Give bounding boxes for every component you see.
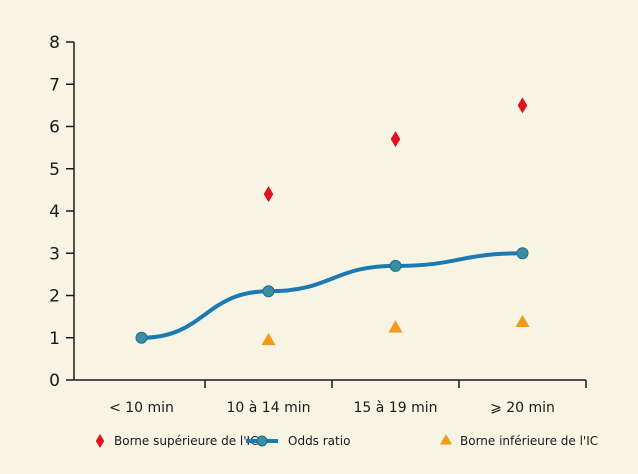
data-point [135,331,148,344]
x-category-label: 10 à 14 min [227,400,311,416]
axes [73,42,586,381]
legend-label: Odds ratio [288,434,350,448]
legend-label: Borne inférieure de l'IC [460,434,598,448]
data-point [262,285,275,298]
y-tick-label: 6 [49,118,60,138]
series-diamond [263,97,528,203]
y-tick-label: 1 [49,329,60,349]
legend-marker [95,434,105,448]
series-triangle [261,314,530,346]
data-point [517,97,528,114]
series-line [139,251,525,340]
legend-marker [440,434,452,445]
data-point [516,247,529,260]
x-category-label: < 10 min [109,400,174,416]
legend-label: Borne supérieure de l'IC [114,434,258,448]
data-point [388,320,403,333]
y-tick-label: 0 [49,371,60,391]
legend-marker [256,435,268,447]
data-point [389,259,402,272]
data-point [261,332,276,346]
series-circle-line [135,247,529,344]
y-ticks: 0 1 2 3 4 5 6 7 8 [49,33,74,391]
x-ticks: < 10 min 10 à 14 min 15 à 19 min ⩾ 20 min [109,380,587,416]
y-tick-label: 2 [49,287,60,307]
y-tick-label: 8 [49,33,60,53]
data-point [515,314,530,327]
x-category-label: ⩾ 20 min [490,400,555,416]
legend: Borne supérieure de l'IC Odds ratio Borne … [95,434,598,448]
series-layer [135,97,530,346]
data-point [390,131,401,148]
y-tick-label: 3 [49,244,60,264]
y-tick-label: 4 [49,202,60,222]
data-point [263,186,274,203]
y-tick-label: 7 [49,75,60,95]
y-tick-label: 5 [49,160,60,180]
x-category-label: 15 à 19 min [354,400,438,416]
